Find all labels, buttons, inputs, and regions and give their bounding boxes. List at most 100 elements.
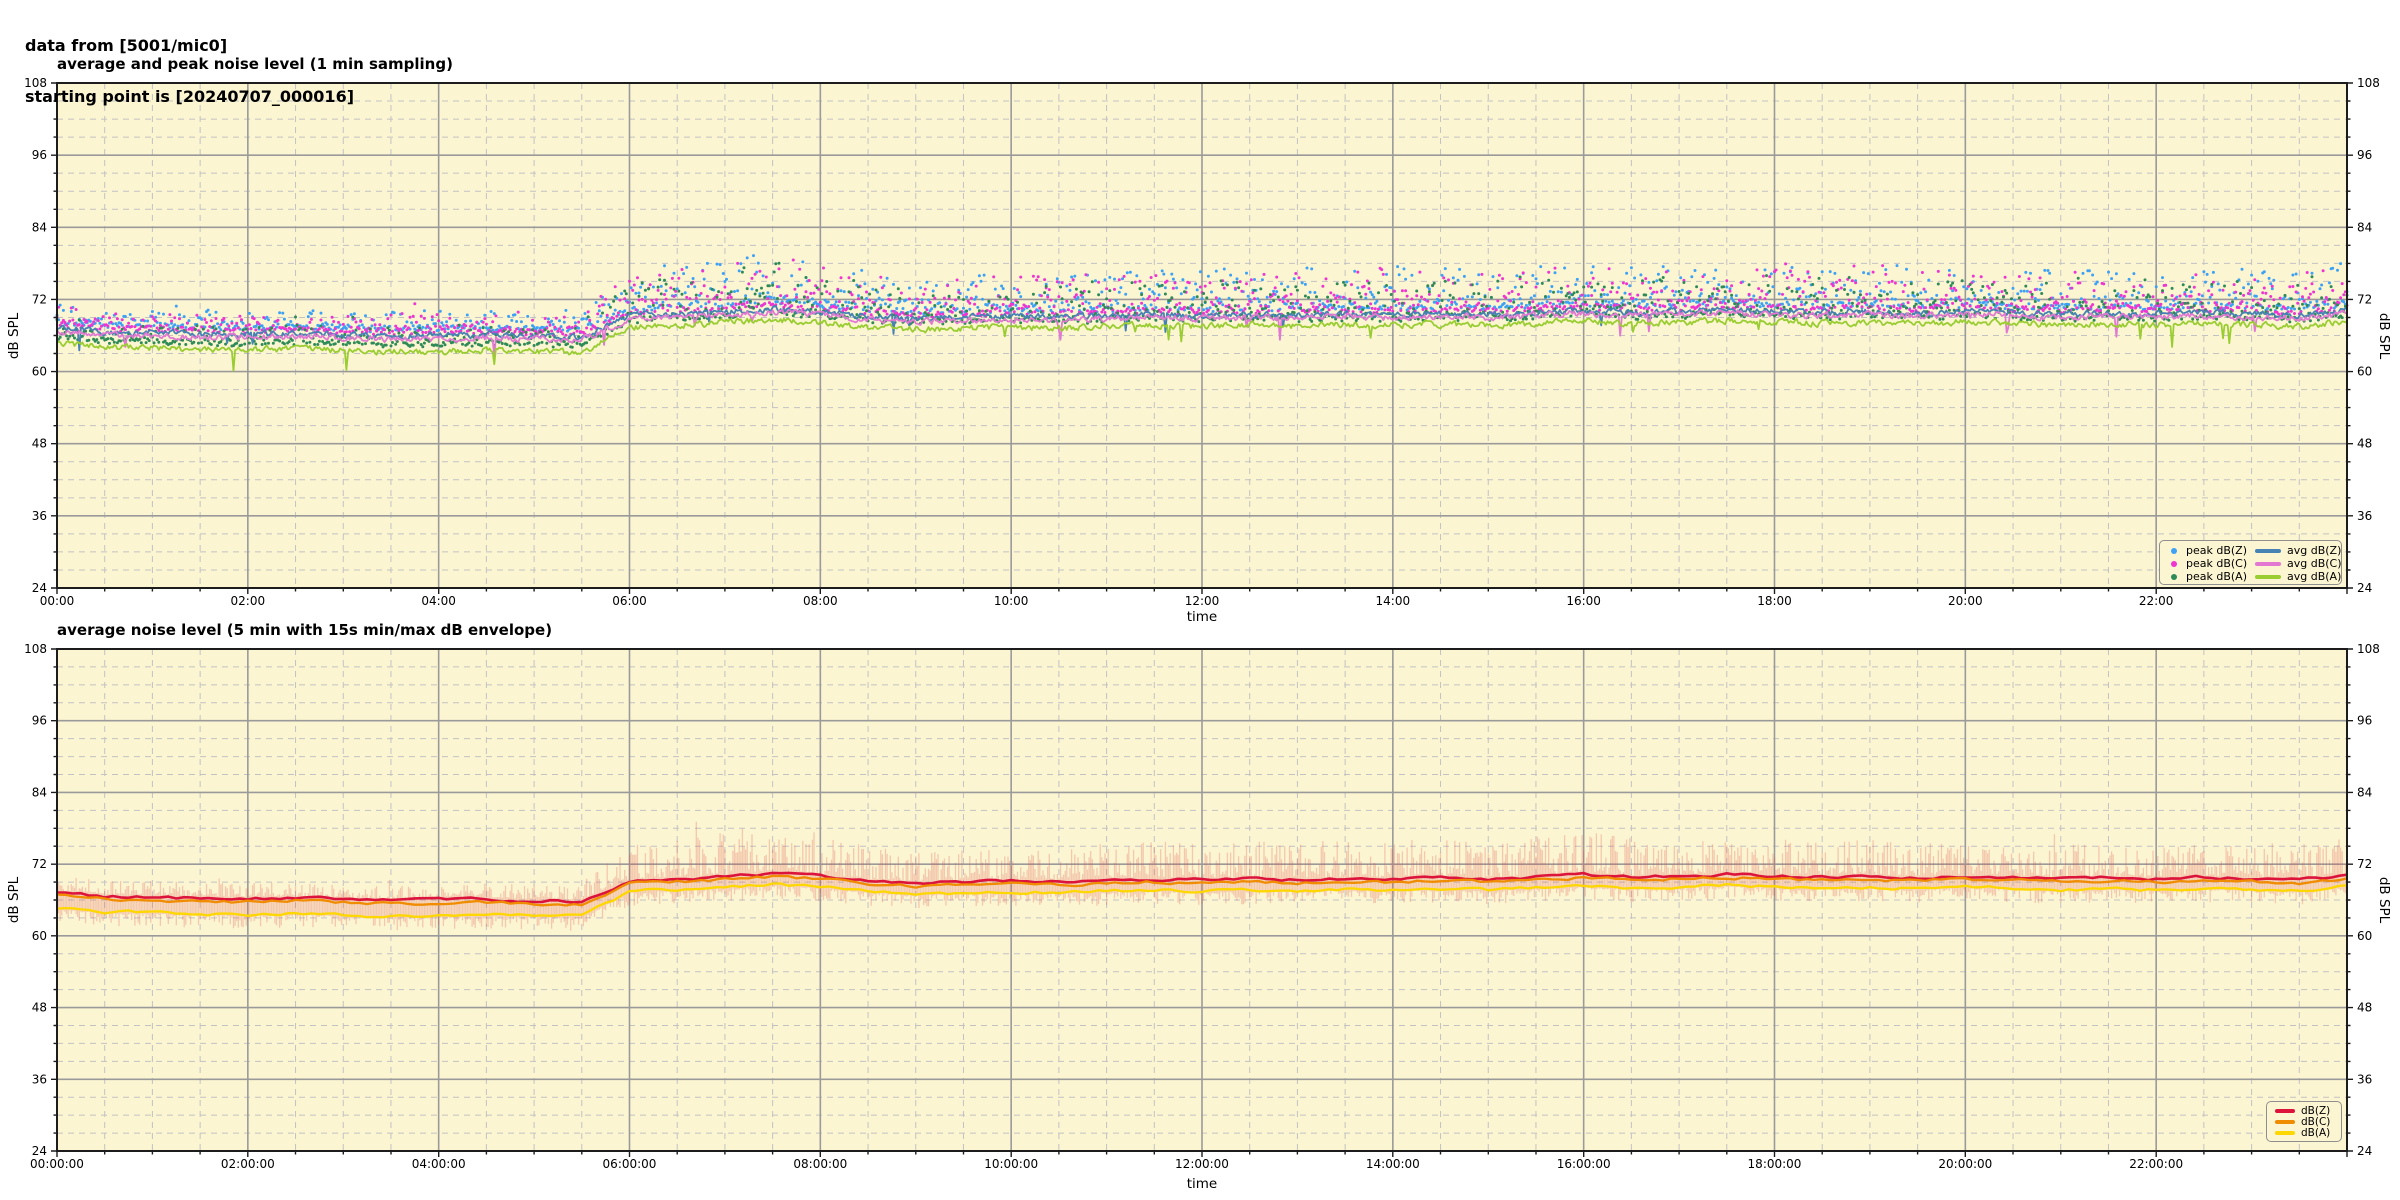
chart1-frame bbox=[51, 82, 2353, 594]
chart2-xlabel: time bbox=[1186, 1176, 1218, 1192]
x-tick-label: 20:00 bbox=[1948, 594, 1983, 608]
peak-dbc-marker-icon bbox=[2171, 560, 2177, 567]
x-tick-label: 00:00 bbox=[40, 594, 75, 608]
x-tick-label: 20:00:00 bbox=[1938, 1157, 1992, 1171]
x-tick-label: 22:00:00 bbox=[2129, 1157, 2183, 1171]
y2-tick-label: 84 bbox=[2357, 785, 2372, 799]
x-tick-label: 22:00 bbox=[2139, 594, 2174, 608]
avg-line-dB(A) bbox=[56, 882, 2348, 919]
y2-tick-label: 108 bbox=[2357, 642, 2380, 656]
legend-item-peak-dbc: peak dB(C) bbox=[2164, 557, 2253, 570]
legend-item-peak-dba: peak dB(A) bbox=[2164, 570, 2253, 583]
chart2-ylabel: dB SPL bbox=[6, 876, 22, 924]
x-tick-label: 06:00 bbox=[612, 594, 647, 608]
x-tick-label: 14:00 bbox=[1376, 594, 1411, 608]
chart2-data bbox=[56, 821, 2348, 931]
legend-label: peak dB(C) bbox=[2186, 557, 2248, 570]
legend-item-dba: dB(A) bbox=[2271, 1126, 2337, 1139]
legend-label: peak dB(A) bbox=[2186, 570, 2247, 583]
y-tick-label: 24 bbox=[32, 1144, 47, 1158]
y-tick-label: 36 bbox=[32, 1072, 47, 1086]
legend-item-avg-dba: avg dB(A) bbox=[2253, 570, 2341, 583]
x-tick-label: 16:00:00 bbox=[1557, 1157, 1611, 1171]
y-tick-label: 84 bbox=[32, 220, 47, 234]
chart1-xlabel: time bbox=[1186, 609, 1218, 625]
avg-dba-marker-icon bbox=[2255, 574, 2281, 579]
chart2-frame bbox=[51, 648, 2353, 1157]
x-tick-label: 08:00 bbox=[803, 594, 838, 608]
legend-label: peak dB(Z) bbox=[2186, 544, 2248, 557]
y2-tick-label: 96 bbox=[2357, 714, 2372, 728]
x-tick-label: 10:00 bbox=[994, 594, 1029, 608]
chart2-tick-labels: 24 24 36 36 48 48 60 60 72 72 84 84 96 96 108 108 00:00:… bbox=[24, 642, 2380, 1171]
x-tick-label: 12:00:00 bbox=[1175, 1157, 1229, 1171]
peak-dbz-marker-icon bbox=[2171, 547, 2177, 554]
y-tick-label: 48 bbox=[32, 437, 47, 451]
y-tick-label: 72 bbox=[32, 292, 47, 306]
legend-label: avg dB(A) bbox=[2287, 570, 2342, 583]
x-tick-label: 08:00:00 bbox=[793, 1157, 847, 1171]
chart1-tick-labels: 24 24 36 36 48 48 60 60 72 72 84 84 96 96 108 108 00:00 0… bbox=[24, 76, 2380, 608]
legend-label: avg dB(Z) bbox=[2287, 544, 2342, 557]
legend-item-avg-dbz: avg dB(Z) bbox=[2253, 544, 2341, 557]
header-source-line: data from [5001/mic0] bbox=[25, 36, 228, 55]
chart1-legend-avg-column: avg dB(Z) avg dB(C) avg dB(A) bbox=[2253, 544, 2342, 583]
y-tick-label: 72 bbox=[32, 857, 47, 871]
x-tick-label: 00:00:00 bbox=[30, 1157, 84, 1171]
chart2-legend: dB(Z) dB(C) dB(A) bbox=[2266, 1101, 2342, 1142]
y-tick-label: 84 bbox=[32, 785, 47, 799]
chart1-legend-peak-column: peak dB(Z) peak dB(C) peak dB(A) bbox=[2164, 544, 2253, 583]
y2-tick-label: 72 bbox=[2357, 857, 2372, 871]
y2-tick-label: 24 bbox=[2357, 581, 2372, 595]
y-tick-label: 24 bbox=[32, 581, 47, 595]
legend-label: dB(C) bbox=[2301, 1115, 2331, 1128]
chart1-data bbox=[55, 254, 2349, 372]
y2-tick-label: 48 bbox=[2357, 437, 2372, 451]
legend-item-peak-dbz: peak dB(Z) bbox=[2164, 544, 2253, 557]
chart1-title: average and peak noise level (1 min samp… bbox=[57, 55, 453, 73]
x-tick-label: 18:00:00 bbox=[1748, 1157, 1802, 1171]
x-tick-label: 12:00 bbox=[1185, 594, 1220, 608]
avg-line-2 bbox=[56, 316, 2348, 372]
header: data from [5001/mic0] starting point is … bbox=[25, 3, 354, 139]
chart1-ylabel: dB SPL bbox=[6, 312, 22, 360]
y-tick-label: 60 bbox=[32, 365, 47, 379]
chart2-y2label: dB SPL bbox=[2376, 876, 2392, 924]
y-tick-label: 108 bbox=[24, 642, 47, 656]
x-tick-label: 04:00:00 bbox=[412, 1157, 466, 1171]
y2-tick-label: 60 bbox=[2357, 929, 2372, 943]
chart1-legend: peak dB(Z) peak dB(C) peak dB(A) avg dB(… bbox=[2159, 540, 2342, 585]
legend-item-dbz: dB(Z) bbox=[2271, 1104, 2337, 1117]
dbc-marker-icon bbox=[2275, 1119, 2295, 1124]
y-tick-label: 108 bbox=[24, 76, 47, 90]
x-tick-label: 04:00 bbox=[421, 594, 456, 608]
y2-tick-label: 60 bbox=[2357, 365, 2372, 379]
y2-tick-label: 36 bbox=[2357, 509, 2372, 523]
x-tick-label: 18:00 bbox=[1757, 594, 1792, 608]
y-tick-label: 60 bbox=[32, 929, 47, 943]
legend-item-avg-dbc: avg dB(C) bbox=[2253, 557, 2342, 570]
x-tick-label: 02:00:00 bbox=[221, 1157, 275, 1171]
x-tick-label: 02:00 bbox=[231, 594, 266, 608]
avg-line-dB(C) bbox=[56, 874, 2348, 907]
legend-label: dB(A) bbox=[2301, 1126, 2331, 1139]
chart1-y2label: dB SPL bbox=[2376, 312, 2392, 360]
y-tick-label: 36 bbox=[32, 509, 47, 523]
y2-tick-label: 96 bbox=[2357, 148, 2372, 162]
legend-label: avg dB(C) bbox=[2287, 557, 2342, 570]
y2-tick-label: 72 bbox=[2357, 292, 2372, 306]
x-tick-label: 06:00:00 bbox=[603, 1157, 657, 1171]
avg-line-1 bbox=[56, 308, 2348, 358]
peak-dba-marker-icon bbox=[2171, 573, 2177, 580]
legend-item-dbc: dB(C) bbox=[2271, 1115, 2337, 1128]
y2-tick-label: 24 bbox=[2357, 1144, 2372, 1158]
chart2-title: average noise level (5 min with 15s min/… bbox=[57, 621, 553, 639]
legend-label: dB(Z) bbox=[2301, 1104, 2331, 1117]
avg-line-0 bbox=[56, 305, 2348, 352]
x-tick-label: 10:00:00 bbox=[984, 1157, 1038, 1171]
x-tick-label: 16:00 bbox=[1566, 594, 1601, 608]
avg-dbz-marker-icon bbox=[2255, 548, 2281, 553]
x-tick-label: 14:00:00 bbox=[1366, 1157, 1420, 1171]
